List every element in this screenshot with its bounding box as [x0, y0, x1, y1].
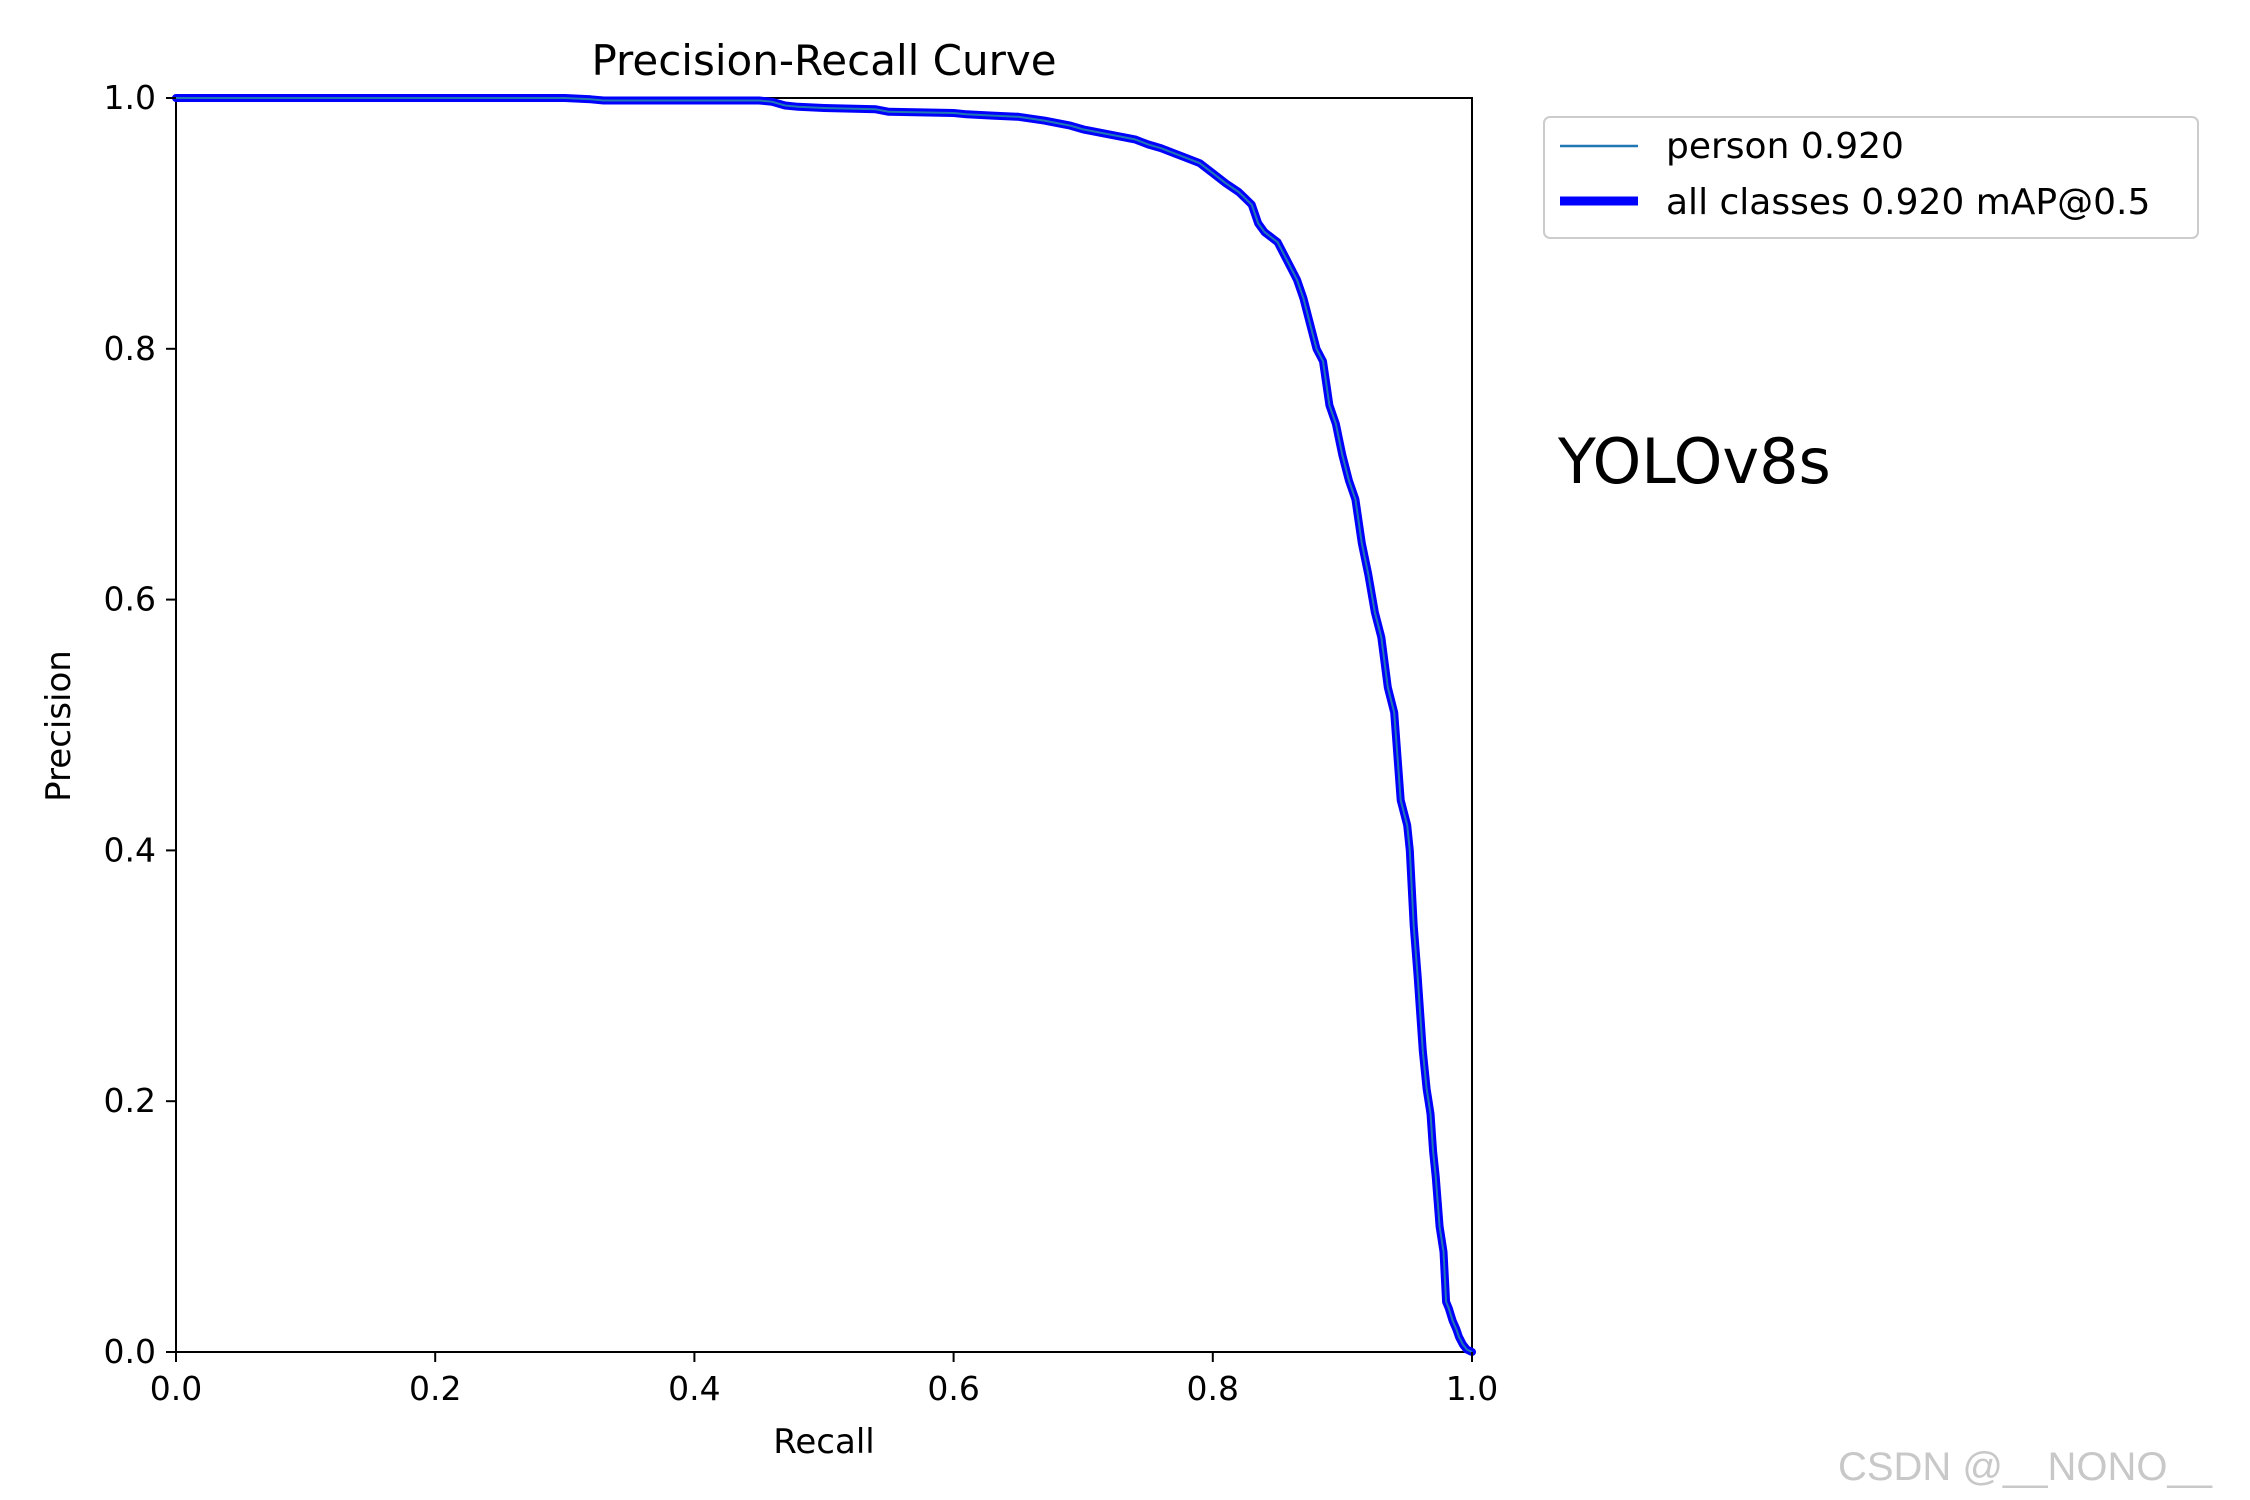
x-tick-label: 0.8 — [1187, 1369, 1239, 1408]
plot-frame — [175, 97, 1473, 1353]
y-tick-label: 0.4 — [104, 830, 156, 869]
series-line-person — [176, 97, 1473, 1353]
legend-label-person: person 0.920 — [1666, 126, 1904, 167]
y-tick-label: 0.8 — [104, 329, 156, 368]
legend-label-all-classes: all classes 0.920 mAP@0.5 — [1666, 182, 2150, 223]
plot-area — [172, 94, 1476, 1356]
x-tick-label: 0.0 — [150, 1369, 202, 1408]
chart-title: Precision-Recall Curve — [591, 36, 1056, 85]
x-axis-label: Recall — [773, 1422, 874, 1462]
watermark: CSDN @__NONO__ — [1838, 1445, 2213, 1489]
x-tick-label: 1.0 — [1446, 1369, 1498, 1408]
x-tick-label: 0.2 — [409, 1369, 461, 1408]
x-tick-label: 0.4 — [668, 1369, 720, 1408]
y-tick-label: 0.6 — [104, 580, 156, 619]
y-axis-ticks: 0.0 0.2 0.4 0.6 0.8 1.0 — [104, 78, 176, 1371]
curve-layer — [172, 94, 1476, 1356]
y-axis-label: Precision — [39, 650, 79, 802]
x-tick-label: 0.6 — [927, 1369, 979, 1408]
model-annotation: YOLOv8s — [1557, 425, 1831, 498]
y-tick-label: 0.2 — [104, 1081, 156, 1120]
y-tick-label: 0.0 — [104, 1332, 156, 1371]
legend: person 0.920 all classes 0.920 mAP@0.5 — [1543, 116, 2199, 239]
series-line-all-classes — [172, 94, 1476, 1356]
legend-frame — [1543, 116, 2199, 239]
x-axis-ticks: 0.0 0.2 0.4 0.6 0.8 1.0 — [150, 1352, 1498, 1408]
y-tick-label: 1.0 — [104, 78, 156, 117]
